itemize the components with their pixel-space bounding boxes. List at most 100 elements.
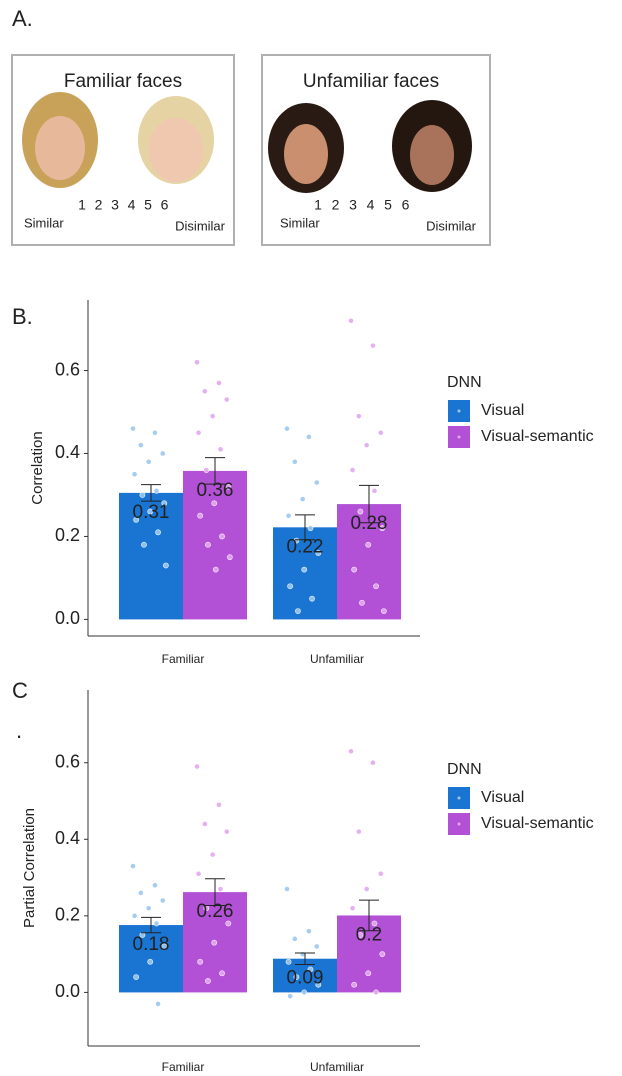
data-point xyxy=(309,595,315,602)
scale-number: 2 xyxy=(95,197,103,213)
panel-box xyxy=(11,54,235,246)
value-label: 0.26 xyxy=(197,901,234,922)
data-point xyxy=(380,608,387,615)
legend-dot xyxy=(457,435,461,439)
data-point xyxy=(161,943,168,950)
data-point xyxy=(357,932,364,938)
y-tick-label: 0.2 xyxy=(55,905,80,925)
data-point xyxy=(195,429,202,436)
scale-low: Similar xyxy=(24,215,64,230)
data-point xyxy=(153,920,160,927)
y-tick-label: 0.0 xyxy=(55,608,80,628)
data-point xyxy=(313,943,320,950)
data-point xyxy=(370,342,376,349)
data-point xyxy=(219,970,225,977)
scale-high: Disimilar xyxy=(426,218,477,233)
value-label: 0.28 xyxy=(351,513,388,534)
data-point xyxy=(223,828,230,835)
y-axis-label: Partial Correlation xyxy=(21,808,38,928)
data-point xyxy=(351,981,358,988)
scale-number: 6 xyxy=(402,197,410,213)
data-point xyxy=(217,886,224,892)
data-point xyxy=(349,467,356,473)
data-point xyxy=(195,870,202,877)
data-point xyxy=(161,500,168,507)
data-point xyxy=(315,550,322,556)
data-point xyxy=(209,413,216,420)
y-axis-label: Correlation xyxy=(29,431,46,504)
legend-label: Visual-semantic xyxy=(481,428,594,445)
data-point xyxy=(155,1000,161,1007)
data-point xyxy=(137,442,144,449)
data-point xyxy=(370,759,376,766)
data-point xyxy=(147,508,154,515)
panel-title: Unfamiliar faces xyxy=(303,71,439,92)
legend-dot xyxy=(457,409,461,413)
scale-number: 5 xyxy=(144,197,152,213)
data-point xyxy=(159,450,166,457)
scale-number: 5 xyxy=(384,197,392,213)
y-tick-label: 0.2 xyxy=(55,525,80,545)
data-point xyxy=(205,978,211,984)
data-point xyxy=(197,958,204,965)
data-point xyxy=(131,912,138,919)
data-point xyxy=(348,748,354,755)
data-point xyxy=(209,851,216,858)
data-point xyxy=(301,566,308,573)
data-point xyxy=(201,821,208,827)
data-point xyxy=(287,583,294,590)
data-point xyxy=(293,974,300,980)
bar xyxy=(183,470,247,620)
data-point xyxy=(216,380,222,386)
face-photo xyxy=(22,92,472,193)
scale-number: 1 xyxy=(314,197,322,213)
data-point xyxy=(285,512,292,519)
scale-low: Similar xyxy=(280,215,320,230)
legend-label: Visual xyxy=(481,402,524,419)
data-point xyxy=(216,801,222,808)
data-point xyxy=(349,905,356,912)
legend-title: DNN xyxy=(447,761,482,778)
panel-label: . xyxy=(16,718,22,743)
data-point xyxy=(197,512,204,519)
scale-number: 3 xyxy=(349,197,357,213)
data-point xyxy=(355,828,362,835)
data-point xyxy=(377,429,384,436)
data-point xyxy=(219,533,225,540)
data-point xyxy=(379,951,386,958)
data-point xyxy=(194,359,200,366)
legend-label: Visual-semantic xyxy=(481,815,594,832)
data-point xyxy=(348,317,354,324)
data-point xyxy=(153,487,160,494)
data-point xyxy=(225,483,232,490)
data-point xyxy=(217,446,224,453)
legend-dot xyxy=(457,796,461,800)
data-point xyxy=(373,989,379,996)
panel-title: Familiar faces xyxy=(64,71,182,92)
data-point xyxy=(139,492,146,498)
data-point xyxy=(130,863,136,869)
data-point xyxy=(307,525,314,532)
data-point xyxy=(152,429,158,436)
bar xyxy=(337,504,401,620)
data-point xyxy=(306,928,312,935)
data-point xyxy=(212,566,219,573)
value-label: 0.18 xyxy=(133,934,170,955)
data-point xyxy=(359,599,365,606)
x-tick-label: Unfamiliar xyxy=(310,1060,364,1074)
data-point xyxy=(211,500,218,507)
data-point xyxy=(152,882,158,889)
data-point xyxy=(133,516,140,523)
legend-label: Visual xyxy=(481,789,524,806)
panel-label: C xyxy=(12,678,28,703)
legend-dot xyxy=(457,822,461,826)
y-tick-label: 0.4 xyxy=(55,442,80,462)
data-point xyxy=(373,583,379,590)
value-label: 0.31 xyxy=(133,502,170,523)
data-point xyxy=(284,425,290,432)
data-point xyxy=(295,608,301,615)
value-label: 0.2 xyxy=(356,924,382,945)
y-tick-label: 0.4 xyxy=(55,828,80,848)
y-tick-label: 0.6 xyxy=(55,751,80,771)
